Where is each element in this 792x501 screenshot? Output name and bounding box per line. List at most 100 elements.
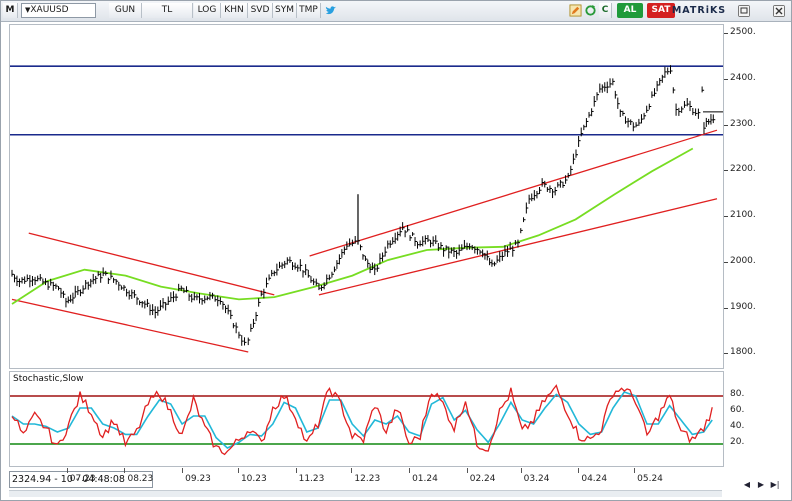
price-bar <box>289 256 292 263</box>
time-axis[interactable]: 2324.94 - 10 - 04:48:08 07.23 08.23 09.23 1… <box>9 468 722 488</box>
price-bar <box>227 304 231 315</box>
price-bar <box>196 294 199 301</box>
price-bar <box>318 283 321 291</box>
toolbar: M ▼XAUUSD GUN TL LOG KHN SVD SYM TMP C A… <box>1 1 791 22</box>
price-bar <box>247 337 251 346</box>
price-chart[interactable] <box>10 25 723 368</box>
svd-button[interactable]: SVD <box>248 3 273 18</box>
sym-button[interactable]: SYM <box>273 3 297 18</box>
price-bar <box>703 122 706 134</box>
price-bar <box>653 88 657 97</box>
x-tick-mark <box>409 468 411 473</box>
symbol-label: XAUUSD <box>30 5 69 15</box>
price-bar <box>525 202 529 214</box>
price-bar <box>609 78 613 88</box>
price-bar <box>570 165 573 175</box>
price-bar <box>343 246 347 255</box>
price-axis[interactable]: 1800. 1900. 2000. 2100. 2200. 2300. 2400. 2500. <box>724 24 784 369</box>
chevron-down-icon[interactable]: ▼ <box>25 6 31 14</box>
stochastic-axis[interactable]: 80. 60. 40. 20. <box>724 371 784 467</box>
price-bar <box>374 263 377 276</box>
x-tick-label: 10.23 <box>240 474 267 484</box>
price-bar <box>100 272 103 283</box>
tl-button[interactable]: TL <box>142 3 193 18</box>
price-bar <box>241 335 244 346</box>
price-bar <box>482 249 485 258</box>
y-tick-mark <box>724 33 728 35</box>
scroll-right-icon[interactable]: ▶| <box>770 480 780 489</box>
khn-button[interactable]: KHN <box>221 3 248 18</box>
price-bar <box>394 232 398 244</box>
stochastic-k-line <box>11 384 713 456</box>
price-bar <box>501 251 505 261</box>
price-bar <box>648 103 652 110</box>
price-bar <box>222 301 225 310</box>
price-bar <box>154 306 158 319</box>
price-bar <box>695 108 698 116</box>
gun-button[interactable]: GUN <box>109 3 142 18</box>
x-tick-mark <box>182 468 184 473</box>
price-bar <box>315 278 319 286</box>
price-bar <box>646 105 649 113</box>
price-bar <box>430 239 433 248</box>
price-bar <box>191 293 194 303</box>
price-bar <box>97 271 101 277</box>
price-chart-pane[interactable] <box>9 24 724 369</box>
stochastic-pane[interactable]: Stochastic,Slow <box>9 371 724 467</box>
twitter-bird-icon[interactable] <box>324 4 337 17</box>
price-bar <box>250 323 253 332</box>
brand-logo: MATRiKS <box>671 5 727 16</box>
price-bar <box>371 262 375 271</box>
scroll-left-icon[interactable]: ◀ <box>743 480 751 489</box>
price-bar <box>712 114 716 124</box>
price-bar <box>692 108 695 116</box>
price-bar <box>354 236 358 244</box>
refresh-icon[interactable] <box>584 4 597 17</box>
price-bar <box>683 100 687 108</box>
price-bar <box>47 280 51 290</box>
tmp-button[interactable]: TMP <box>297 3 321 18</box>
price-bar <box>606 81 610 94</box>
price-bar <box>133 290 137 298</box>
price-bar <box>217 295 220 307</box>
price-bar <box>675 103 679 116</box>
horizontal-scrollbar[interactable] <box>9 490 722 497</box>
price-bar <box>669 65 673 74</box>
price-bar <box>284 260 287 269</box>
stochastic-chart[interactable] <box>10 372 723 466</box>
x-tick-label: 02.24 <box>469 474 496 484</box>
x-tick-label: 12.23 <box>354 474 381 484</box>
price-bar <box>638 118 641 126</box>
price-bar <box>278 261 282 269</box>
price-bar <box>87 281 91 290</box>
scroll-end-icon[interactable]: ▶ <box>757 480 765 489</box>
price-bar <box>219 297 223 305</box>
price-bar <box>58 286 61 291</box>
price-bar <box>118 281 121 291</box>
price-bar <box>469 243 472 250</box>
price-bar <box>167 296 171 305</box>
price-bar <box>539 186 542 195</box>
price-bar <box>144 300 147 309</box>
close-icon[interactable] <box>773 5 785 17</box>
c-button[interactable]: C <box>599 3 612 18</box>
price-bar <box>617 97 620 109</box>
price-bar <box>341 249 344 258</box>
log-button[interactable]: LOG <box>194 3 221 18</box>
sat-sell-button[interactable]: SAT <box>647 3 675 18</box>
price-bar <box>238 331 241 339</box>
symbol-input[interactable]: ▼XAUUSD <box>21 3 96 18</box>
pencil-icon[interactable] <box>569 4 582 17</box>
price-bar <box>175 293 179 302</box>
price-bar <box>232 323 236 329</box>
price-bar <box>165 301 168 311</box>
price-bar <box>445 245 449 251</box>
y-tick-label: 1900. <box>730 301 756 312</box>
price-bar <box>359 244 363 251</box>
price-bar <box>453 247 456 258</box>
m-menu-icon[interactable]: M <box>3 3 18 18</box>
window-restore-icon[interactable] <box>738 5 750 17</box>
price-bar <box>92 273 96 285</box>
al-buy-button[interactable]: AL <box>617 3 643 18</box>
price-bar <box>404 230 408 238</box>
